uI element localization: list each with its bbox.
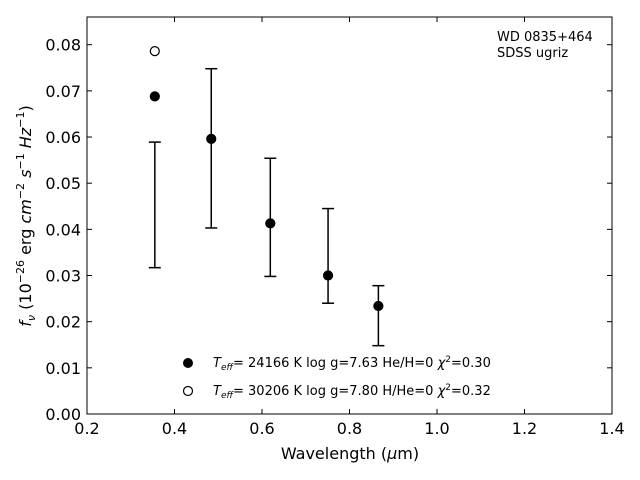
legend-marker-filled: [183, 358, 193, 368]
y-axis-label: fν (10−26 erg cm−2 s−1 Hz−1): [14, 105, 38, 326]
plot-area: [87, 17, 612, 414]
annotation-survey: SDSS ugriz: [497, 46, 568, 61]
x-axis-label: Wavelength (μm): [281, 444, 419, 463]
y-tick-label: 0.03: [45, 267, 81, 286]
plot-frame: [86, 16, 613, 415]
legend-chi-1: =0.30: [451, 356, 491, 371]
x-tick-label: 0.4: [162, 419, 187, 438]
y-tick-label: 0.07: [45, 82, 81, 101]
y-tick-label: 0.02: [45, 313, 81, 332]
legend-entry-model-2: Teff= 30206 K log g=7.80 H/He=0 χ2=0.32: [213, 383, 491, 401]
data-point-filled: [206, 133, 217, 144]
y-axis-ticks: 0.00 0.01 0.02 0.03 0.04 0.05 0.06 0.07 0.08: [45, 36, 612, 424]
error-bars: [148, 67, 385, 347]
legend-chi-2: =0.32: [451, 384, 491, 399]
data-points: [149, 46, 384, 312]
x-tick-label: 1.4: [599, 419, 624, 438]
y-tick-label: 0.01: [45, 359, 81, 378]
x-tick-label: 0.2: [74, 419, 99, 438]
data-point-open: [149, 46, 160, 57]
legend-entry-model-1: Teff= 24166 K log g=7.63 He/H=0 χ2=0.30: [213, 355, 491, 373]
annotation-object: WD 0835+464: [497, 30, 593, 45]
y-tick-label: 0.08: [45, 36, 81, 55]
legend: Teff= 24166 K log g=7.63 He/H=0 χ2=0.30 …: [182, 355, 491, 401]
x-tick-label: 1.2: [512, 419, 537, 438]
legend-teff-2: = 30206 K log g=7.80 H/He=0: [233, 384, 438, 399]
y-tick-label: 0.05: [45, 174, 81, 193]
data-point-filled: [322, 270, 334, 281]
data-point-filled: [373, 300, 384, 312]
y-tick-label: 0.06: [45, 128, 81, 147]
data-point-filled: [265, 218, 276, 229]
legend-teff-1: = 24166 K log g=7.63 He/H=0: [233, 356, 438, 371]
x-tick-label: 0.6: [249, 419, 274, 438]
x-axis-ticks: 0.2 0.4 0.6 0.8 1.0 1.2 1.4: [74, 17, 625, 438]
x-tick-label: 0.8: [337, 419, 362, 438]
legend-marker-open: [182, 385, 194, 397]
y-tick-label: 0.04: [45, 220, 81, 239]
x-tick-label: 1.0: [424, 419, 449, 438]
y-tick-label: 0.00: [45, 405, 81, 424]
data-point-filled: [149, 91, 160, 102]
